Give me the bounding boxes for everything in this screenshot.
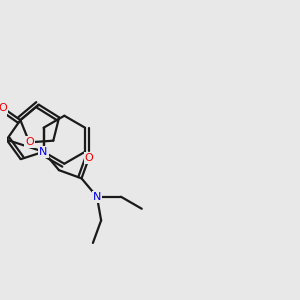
Text: O: O <box>25 137 34 147</box>
Text: N: N <box>93 192 101 202</box>
Text: N: N <box>39 147 48 157</box>
Text: O: O <box>0 103 7 113</box>
Text: O: O <box>85 153 93 163</box>
